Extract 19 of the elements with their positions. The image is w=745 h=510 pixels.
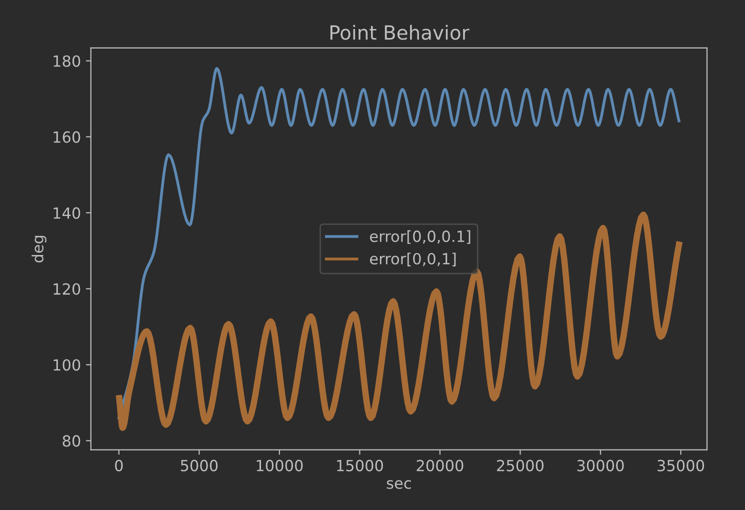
y-tick-label: 100 (54, 359, 80, 371)
y-tick-label: 140 (54, 207, 80, 219)
x-tick-label: 0 (115, 460, 123, 472)
x-tick-label: 25000 (497, 460, 544, 472)
y-tick-label: 160 (54, 131, 80, 143)
x-tick-label: 10000 (256, 460, 303, 472)
y-tick-label: 120 (54, 283, 80, 295)
legend-label: error[0,0,0.1] (370, 230, 470, 244)
y-tick-label: 80 (62, 435, 80, 447)
x-axis-title: sec (386, 480, 411, 489)
x-tick-label: 35000 (658, 460, 704, 472)
x-tick-label: 15000 (337, 460, 383, 472)
chart-title: Point Behavior (330, 24, 470, 40)
x-tick-label: 5000 (180, 460, 218, 472)
y-tick-label: 180 (54, 55, 80, 67)
x-tick-label: 20000 (416, 460, 464, 472)
legend-label: error[0,0,1] (370, 252, 456, 266)
y-axis-title: deg (32, 236, 46, 262)
x-tick-label: 30000 (577, 460, 624, 472)
